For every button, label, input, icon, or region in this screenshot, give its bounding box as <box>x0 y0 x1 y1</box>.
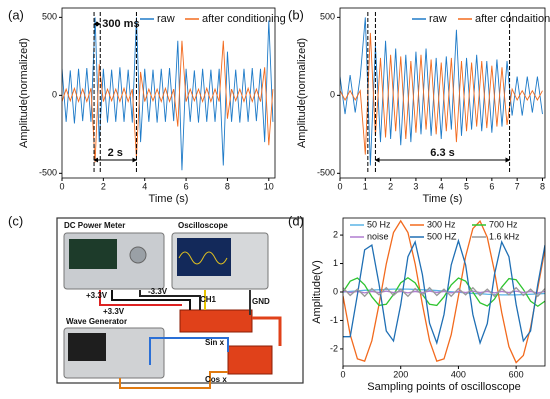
legend-label: raw <box>429 13 447 25</box>
annotation: 300 ms <box>102 18 139 30</box>
y-tick-label: -500 <box>317 168 335 178</box>
x-tick-label: 3 <box>413 181 418 191</box>
circuit-board <box>179 309 253 333</box>
legend-label: 700 Hz <box>489 219 518 229</box>
series-line <box>62 40 274 163</box>
setup-panel: (c) DC Power Meter Oscilloscope Wave Gen… <box>8 213 304 389</box>
signal-label: +3.3V <box>86 291 108 300</box>
panel-label: (a) <box>8 7 24 22</box>
x-tick-label: 0 <box>59 181 64 191</box>
signal-label: +3.3V <box>103 307 125 316</box>
annotation: 6.3 s <box>430 147 454 159</box>
series-line <box>343 219 545 364</box>
x-tick-label: 1 <box>363 181 368 191</box>
wire <box>99 290 182 306</box>
plot-area <box>62 17 274 171</box>
series-line <box>343 238 545 346</box>
wire <box>252 316 282 346</box>
x-tick-label: 5 <box>464 181 469 191</box>
panel-label: (c) <box>8 213 23 228</box>
y-tick-label: 1 <box>333 258 338 268</box>
signal-label: CH1 <box>200 295 217 304</box>
signal-label: GND <box>252 297 270 306</box>
y-tick-label: -1 <box>330 315 338 325</box>
x-tick-label: 0 <box>340 369 345 379</box>
y-tick-label: 2 <box>333 229 338 239</box>
x-tick-label: 6 <box>489 181 494 191</box>
legend-label: raw <box>157 13 175 25</box>
x-tick-label: 7 <box>515 181 520 191</box>
x-axis-title: Time (s) <box>423 193 463 205</box>
device-label: DC Power Meter <box>64 221 125 230</box>
x-tick-label: 6 <box>184 181 189 191</box>
series-line <box>340 32 543 155</box>
circuit-board <box>227 345 273 375</box>
x-tick-label: 10 <box>264 181 274 191</box>
wire <box>119 371 228 389</box>
signal-label: -3.3V <box>148 287 168 296</box>
y-tick-label: 500 <box>320 12 335 22</box>
panel-label: (d) <box>288 213 304 228</box>
legend-label: 300 Hz <box>427 219 456 229</box>
x-tick-label: 8 <box>225 181 230 191</box>
series-line <box>343 276 545 308</box>
wire <box>149 337 229 365</box>
plot-area <box>340 17 543 166</box>
x-tick-label: 2 <box>101 181 106 191</box>
y-axis-title: Amplitude(normalized) <box>18 38 30 148</box>
y-axis-title: Amplitude(normalized) <box>296 38 308 148</box>
legend-label: after conditioning <box>202 13 286 25</box>
legend-label: noise <box>367 231 389 241</box>
screen-trace <box>178 251 228 265</box>
device-label: Oscilloscope <box>178 221 228 230</box>
x-tick-label: 0 <box>337 181 342 191</box>
x-tick-label: 600 <box>509 369 524 379</box>
x-tick-label: 4 <box>142 181 147 191</box>
knob <box>129 246 147 264</box>
y-tick-label: 0 <box>333 286 338 296</box>
wave-generator-screen <box>68 333 106 361</box>
signal-label: Cos x <box>205 375 227 384</box>
x-tick-label: 2 <box>388 181 393 191</box>
plot-area <box>343 219 545 364</box>
x-tick-label: 8 <box>540 181 545 191</box>
device-label: Wave Generator <box>66 317 127 326</box>
x-tick-label: 400 <box>451 369 466 379</box>
legend-label: 1.6 kHz <box>489 231 520 241</box>
plot-frame <box>61 7 276 179</box>
x-tick-label: 4 <box>439 181 444 191</box>
y-tick-label: 0 <box>52 90 57 100</box>
wire <box>111 290 191 310</box>
y-tick-label: -2 <box>330 343 338 353</box>
legend-label: after condaitioning <box>475 13 550 25</box>
x-axis-title: Sampling points of oscilloscope <box>367 381 520 393</box>
panel-label: (b) <box>288 7 304 22</box>
plot-frame <box>339 7 546 179</box>
annotation: 2 s <box>108 147 123 159</box>
x-tick-label: 200 <box>393 369 408 379</box>
x-axis-title: Time (s) <box>149 193 189 205</box>
wire <box>139 290 201 310</box>
series-line <box>340 17 543 166</box>
legend-label: 500 HZ <box>427 231 457 241</box>
y-tick-label: 0 <box>330 90 335 100</box>
series-line <box>343 286 545 298</box>
y-tick-label: -500 <box>39 168 57 178</box>
y-tick-label: 500 <box>42 12 57 22</box>
legend-label: 50 Hz <box>367 219 391 229</box>
y-axis-title: Amplitude(V) <box>311 260 323 324</box>
power-meter-screen <box>69 239 117 269</box>
signal-label: Sin x <box>205 338 225 347</box>
